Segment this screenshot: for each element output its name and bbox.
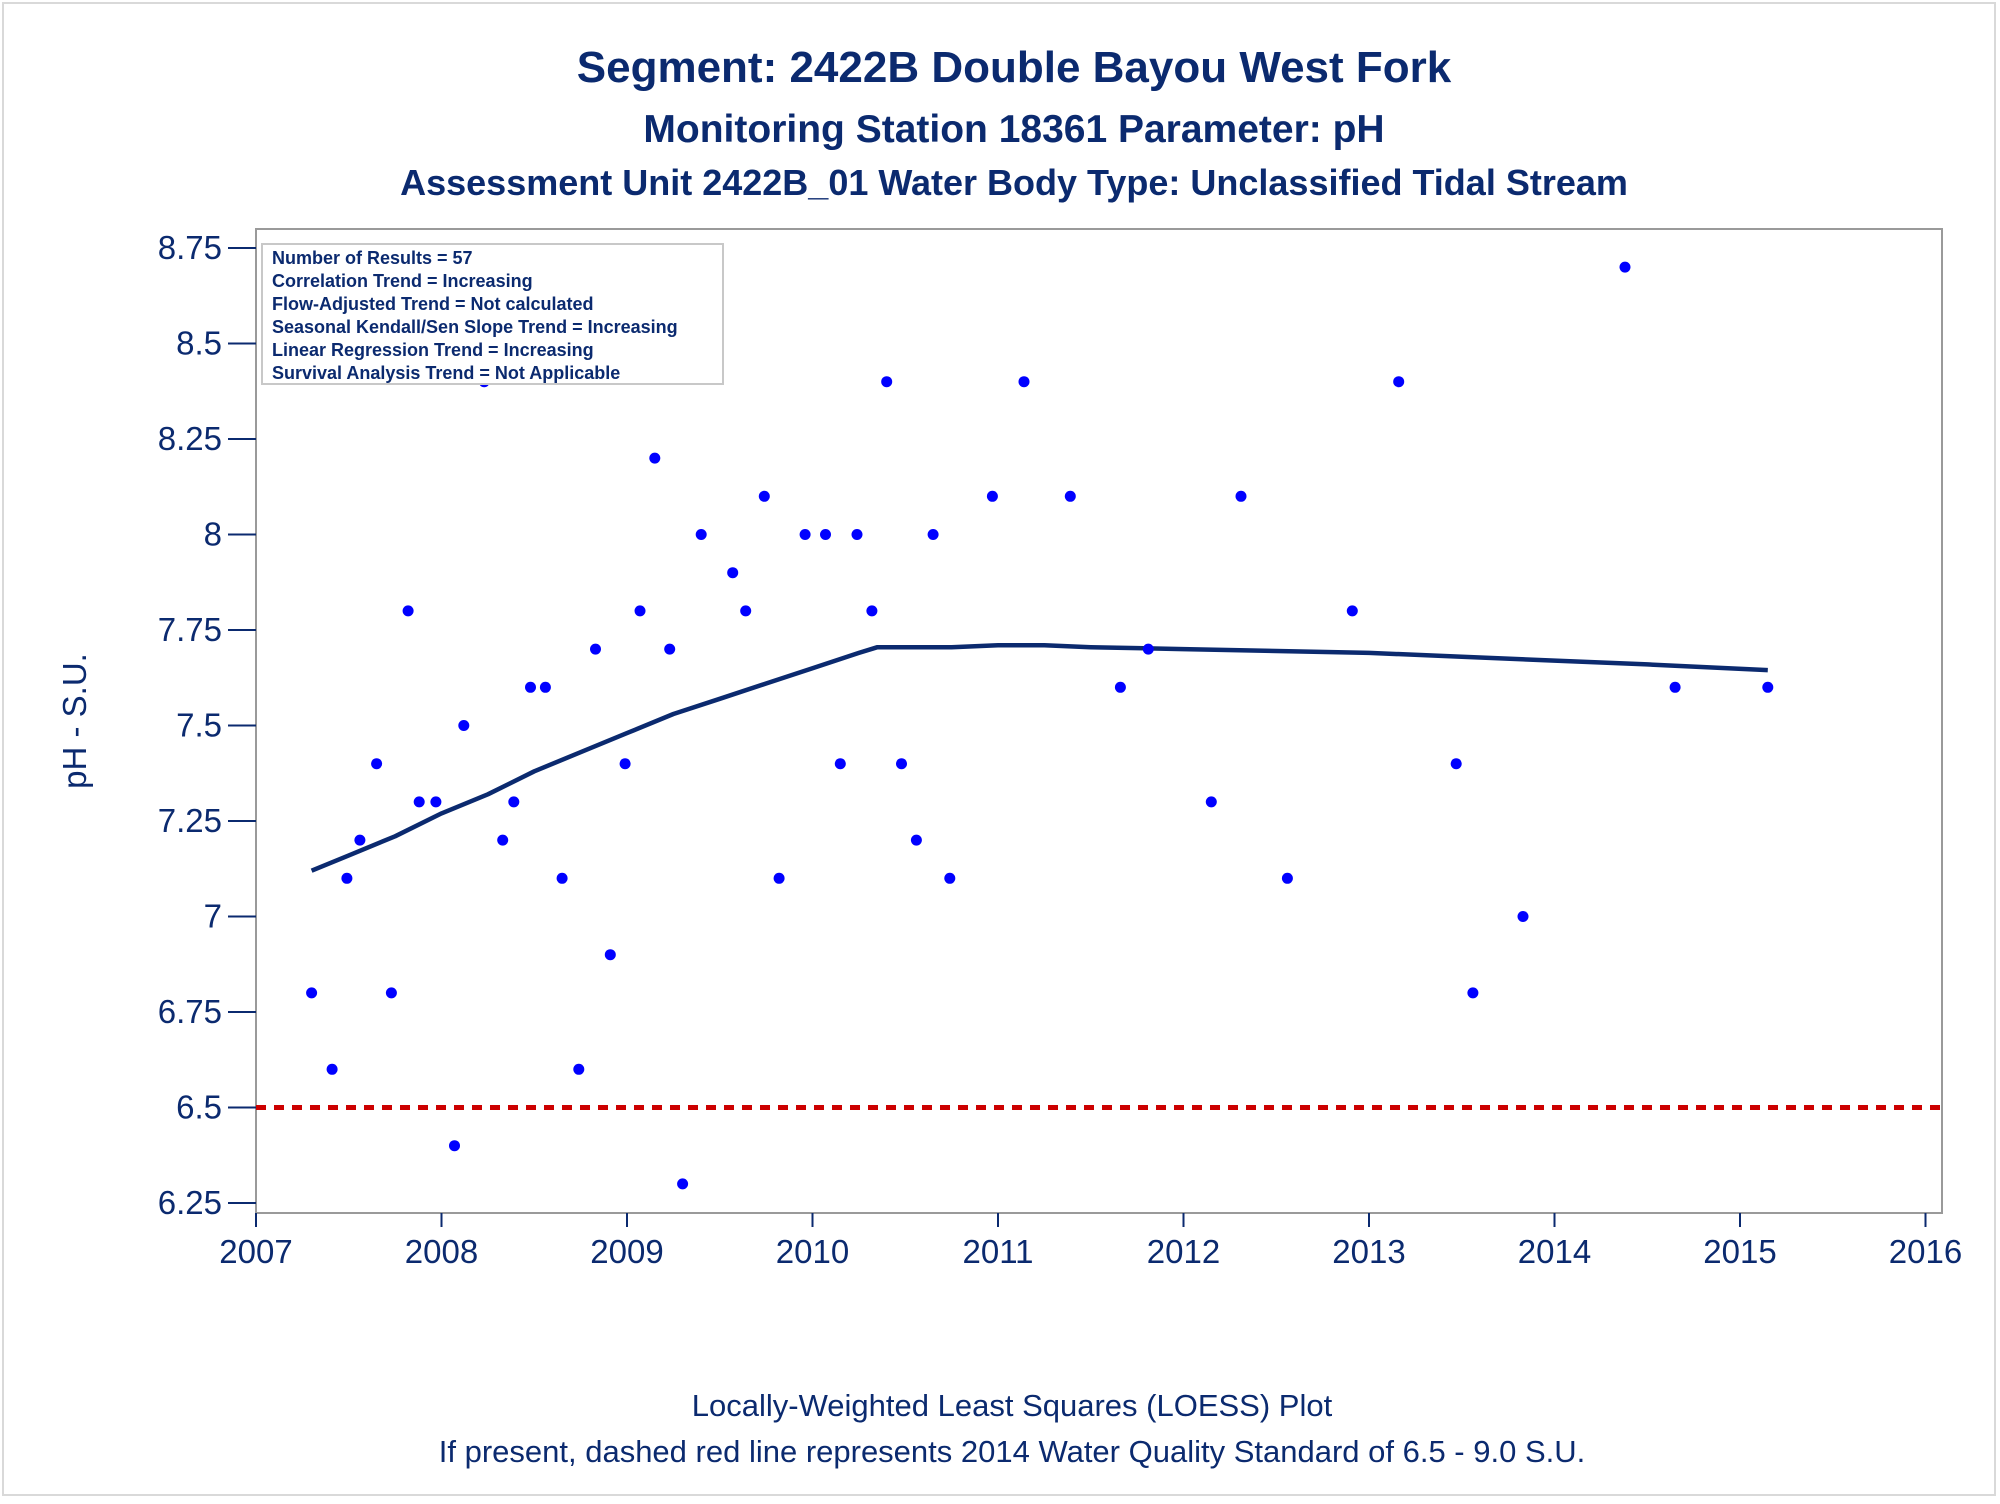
data-point [590,643,601,655]
data-point [896,758,907,770]
stat-number-of-results: Number of Results = 57 [272,248,473,268]
x-tick-label: 2013 [1332,1233,1405,1270]
data-point [1762,681,1774,693]
stat-linear-regression-trend: Linear Regression Trend = Increasing [272,340,594,360]
data-point [1142,643,1154,655]
loess-curve [310,643,1768,873]
data-point [556,872,568,884]
data-point [354,834,366,846]
data-point [727,567,739,579]
footnote-standard: If present, dashed red line represents 2… [439,1434,1586,1469]
data-point [773,872,785,884]
stat-correlation-trend: Correlation Trend = Increasing [272,271,533,291]
x-axis: 2007 2008 2009 2010 2011 2012 2013 2014 2015 2016 [219,1213,1962,1270]
data-point [1018,376,1030,388]
chart-svg: Segment: 2422B Double Bayou West Fork Mo… [56,43,1962,1469]
y-tick-label: 6.25 [158,1184,222,1221]
data-points [306,261,1774,1190]
data-point [604,949,616,961]
data-point [1517,911,1529,922]
chart-subtitle-station: Monitoring Station 18361 Parameter: pH [643,108,1384,151]
footnote-loess: Locally-Weighted Least Squares (LOESS) P… [692,1388,1333,1423]
chart-subtitle-assessment: Assessment Unit 2422B_01 Water Body Type… [400,162,1628,203]
x-tick-label: 2016 [1889,1233,1962,1270]
data-point [649,452,661,464]
data-point [413,796,425,808]
y-tick-label: 7 [204,898,222,935]
stat-flow-adjusted-trend: Flow-Adjusted Trend = Not calculated [272,294,594,314]
data-point [573,1063,585,1075]
data-point [449,1140,460,1152]
data-point [986,490,998,502]
x-tick-label: 2009 [590,1233,663,1270]
data-point [1619,261,1631,273]
y-tick-label: 8.5 [176,325,222,362]
data-point [326,1063,338,1075]
stat-survival-analysis-trend: Survival Analysis Trend = Not Applicable [272,363,620,383]
y-tick-label: 8 [204,516,222,553]
y-tick-label: 8.25 [158,420,222,457]
data-point [525,681,536,693]
data-point [740,605,752,617]
data-point [458,720,470,731]
x-tick-label: 2014 [1518,1233,1591,1270]
y-tick-label: 6.5 [176,1089,222,1126]
data-point [1467,987,1479,999]
data-point [1205,796,1217,808]
data-point [664,643,676,655]
stat-seasonal-kendall-trend: Seasonal Kendall/Sen Slope Trend = Incre… [272,317,678,337]
data-point [695,529,707,540]
y-axis-label: pH - S.U. [56,653,93,789]
x-tick-label: 2010 [776,1233,849,1270]
plot-area [255,228,1943,1214]
data-point [851,529,863,540]
data-point [1064,490,1076,502]
data-point [430,796,442,808]
data-point [1235,490,1247,502]
data-point [341,872,353,884]
data-point [677,1178,689,1190]
stats-box-border [261,243,724,385]
data-point [497,834,509,846]
data-point [371,758,383,770]
data-point [1114,681,1126,693]
data-point [1450,758,1462,770]
x-tick-label: 2011 [963,1233,1034,1270]
data-point [944,872,956,884]
loess-line [310,643,1768,873]
data-point [1281,872,1293,884]
data-point [539,681,551,693]
data-point [402,605,414,617]
data-point [619,758,631,770]
data-point [758,490,770,502]
data-point [881,376,893,388]
x-tick-label: 2007 [219,1233,292,1270]
y-tick-label: 7.25 [158,802,222,839]
x-tick-label: 2012 [1147,1233,1220,1270]
chart-title: Segment: 2422B Double Bayou West Fork [577,43,1452,92]
data-point [910,834,922,846]
x-tick-label: 2008 [405,1233,478,1270]
y-axis: 6.25 6.5 6.75 7 7.25 7.5 7.75 8 8.25 8.5 8.75 [158,229,256,1221]
data-point [1393,376,1405,388]
data-point [799,529,811,540]
stats-box: Number of Results = 57 Correlation Trend… [261,243,724,385]
y-tick-label: 7.75 [158,611,222,648]
data-point [1669,681,1681,693]
data-point [634,605,646,617]
data-point [927,529,939,540]
data-point [306,987,318,999]
data-point [820,529,831,540]
x-tick-label: 2015 [1703,1233,1776,1270]
data-point [834,758,846,770]
y-tick-label: 8.75 [158,229,222,266]
data-point [508,796,520,808]
data-point [1346,605,1358,617]
data-point [385,987,397,999]
y-tick-label: 7.5 [176,707,222,744]
data-point [866,605,878,617]
y-tick-label: 6.75 [158,993,222,1030]
